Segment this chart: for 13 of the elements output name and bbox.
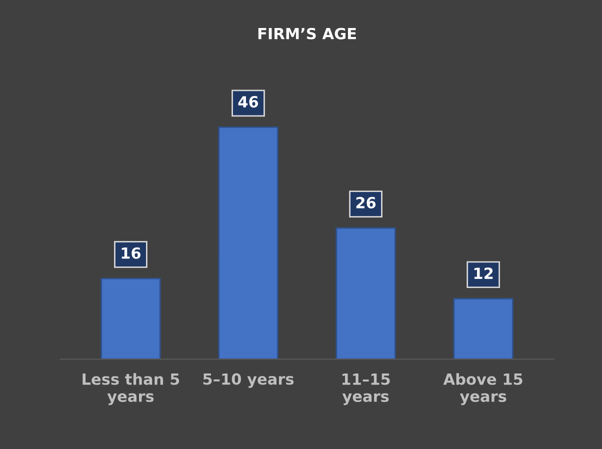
data-label: 12 (474, 268, 493, 279)
data-label: 46 (238, 96, 258, 108)
x-tick-label: Less than 5 years (82, 373, 180, 406)
data-label: 16 (122, 247, 141, 259)
x-tick-label: Above 15 years (443, 373, 522, 406)
bar (218, 126, 278, 360)
chart-title: FIRM’S AGE (258, 28, 356, 40)
data-label: 26 (356, 196, 376, 208)
bar (100, 278, 161, 360)
bar (336, 227, 396, 360)
x-tick-label: 5–10 years (203, 373, 294, 388)
x-tick-label: 11–15 years (342, 374, 390, 406)
bar (453, 298, 514, 360)
